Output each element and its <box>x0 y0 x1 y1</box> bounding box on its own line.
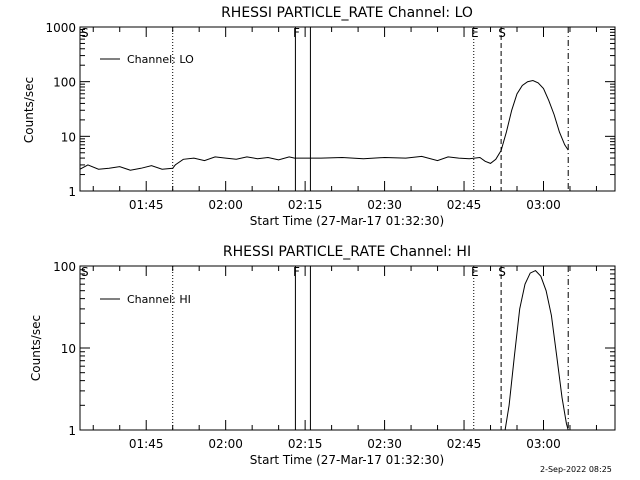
bottom-y-ticks: 1 10 100 <box>53 260 615 438</box>
x-tick-label: 02:00 <box>208 198 243 212</box>
x-tick-label: 02:15 <box>288 437 323 451</box>
bottom-x-axis-label: Start Time (27-Mar-17 01:32:30) <box>250 453 444 467</box>
x-tick-label: 02:45 <box>447 437 482 451</box>
top-plot-frame <box>80 27 615 191</box>
chart-canvas: RHESSI PARTICLE_RATE Channel: LO Counts/… <box>0 0 640 480</box>
top-corner-label: S <box>81 26 89 40</box>
footer-date: 2-Sep-2022 08:25 <box>540 465 612 474</box>
top-y-axis-label: Counts/sec <box>22 77 36 143</box>
x-tick-label: 03:00 <box>526 437 561 451</box>
y-tick-label: 100 <box>53 76 76 90</box>
bottom-legend-entry: Channel: HI <box>127 293 191 306</box>
x-tick-label: 02:15 <box>288 198 323 212</box>
event-marker-label: S <box>498 26 506 40</box>
y-tick-label: 1000 <box>45 21 76 35</box>
y-tick-label: 1 <box>68 424 76 438</box>
bottom-y-axis-label: Counts/sec <box>29 315 43 381</box>
top-panel: RHESSI PARTICLE_RATE Channel: LO Counts/… <box>22 5 615 228</box>
top-chart-title: RHESSI PARTICLE_RATE Channel: LO <box>221 5 473 21</box>
y-tick-label: 10 <box>61 130 76 144</box>
x-tick-label: 02:45 <box>447 198 482 212</box>
event-marker-label: E <box>471 26 479 40</box>
top-legend-entry: Channel: LO <box>127 53 194 66</box>
y-tick-label: 100 <box>53 260 76 274</box>
bottom-series-line-hi <box>505 271 568 430</box>
x-tick-label: 01:45 <box>129 437 164 451</box>
x-tick-label: 02:00 <box>208 437 243 451</box>
event-marker-label: F <box>293 26 300 40</box>
y-tick-label: 1 <box>68 185 76 199</box>
x-tick-label: 03:00 <box>526 198 561 212</box>
x-tick-label: 02:30 <box>367 198 402 212</box>
x-tick-label: 01:45 <box>129 198 164 212</box>
bottom-chart-title: RHESSI PARTICLE_RATE Channel: HI <box>223 244 471 260</box>
bottom-panel: RHESSI PARTICLE_RATE Channel: HI Counts/… <box>29 244 615 467</box>
y-tick-label: 10 <box>61 342 76 356</box>
x-tick-label: 02:30 <box>367 437 402 451</box>
event-marker-label: S <box>498 265 506 279</box>
top-y-ticks: 1 10 100 1000 <box>45 21 615 199</box>
bottom-plot-frame <box>80 266 615 430</box>
top-series-line-lo <box>80 81 568 171</box>
event-marker-label: F <box>293 265 300 279</box>
bottom-corner-label: S <box>81 265 89 279</box>
event-marker-label: E <box>471 265 479 279</box>
top-x-axis-label: Start Time (27-Mar-17 01:32:30) <box>250 214 444 228</box>
